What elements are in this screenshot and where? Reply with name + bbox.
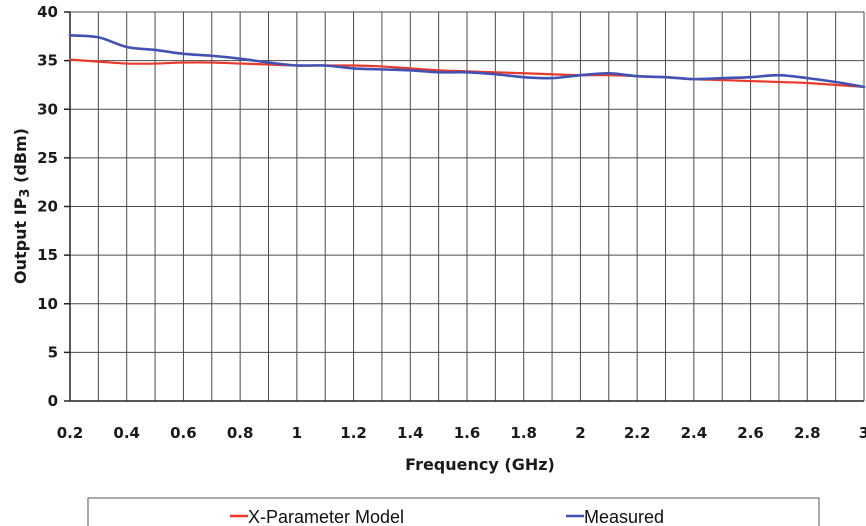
- y-tick-label: 25: [37, 149, 58, 167]
- x-tick-label: 1.4: [397, 424, 424, 442]
- x-tick-label: 1: [292, 424, 302, 442]
- x-tick-label: 1.2: [340, 424, 367, 442]
- grid: [69, 11, 865, 402]
- x-tick-labels: 0.2 0.4 0.6 0.8 1 1.2 1.4 1.6 1.8 2 2.2 2.4 2.6 2.8 3: [57, 424, 866, 442]
- x-tick-label: 2: [575, 424, 585, 442]
- x-tick-label: 2.2: [624, 424, 651, 442]
- series-line-measured: [68, 34, 866, 89]
- x-tick-label: 2.8: [794, 424, 821, 442]
- y-tick-label: 15: [37, 246, 58, 264]
- x-tick-label: 0.4: [113, 424, 140, 442]
- x-tick-label: 0.6: [170, 424, 197, 442]
- y-tick-label: 0: [48, 392, 58, 410]
- y-tick-label: 30: [37, 100, 58, 118]
- axes: [64, 11, 864, 402]
- x-tick-label: 3: [859, 424, 866, 442]
- legend-label-model: X-Parameter Model: [248, 507, 404, 526]
- legend: X-Parameter Model Measured: [87, 497, 820, 526]
- x-axis-title: Frequency (GHz): [405, 455, 555, 474]
- x-tick-label: 2.4: [681, 424, 708, 442]
- y-tick-label: 40: [37, 3, 58, 21]
- y-tick-labels: 0 5 10 15 20 25 30 35 40: [37, 3, 58, 410]
- y-tick-label: 35: [37, 52, 58, 70]
- x-tick-label: 0.2: [57, 424, 84, 442]
- x-tick-label: 0.8: [227, 424, 254, 442]
- x-tick-label: 2.6: [737, 424, 764, 442]
- y-axis-title: Output IP3 (dBm): [11, 128, 33, 284]
- x-tick-label: 1.6: [454, 424, 481, 442]
- legend-box: [87, 497, 820, 526]
- plot-series: [68, 34, 866, 89]
- y-tick-label: 20: [37, 198, 58, 216]
- legend-label-measured: Measured: [584, 507, 664, 526]
- y-tick-label: 10: [37, 295, 58, 313]
- x-tick-label: 1.8: [510, 424, 537, 442]
- y-tick-label: 5: [48, 343, 58, 361]
